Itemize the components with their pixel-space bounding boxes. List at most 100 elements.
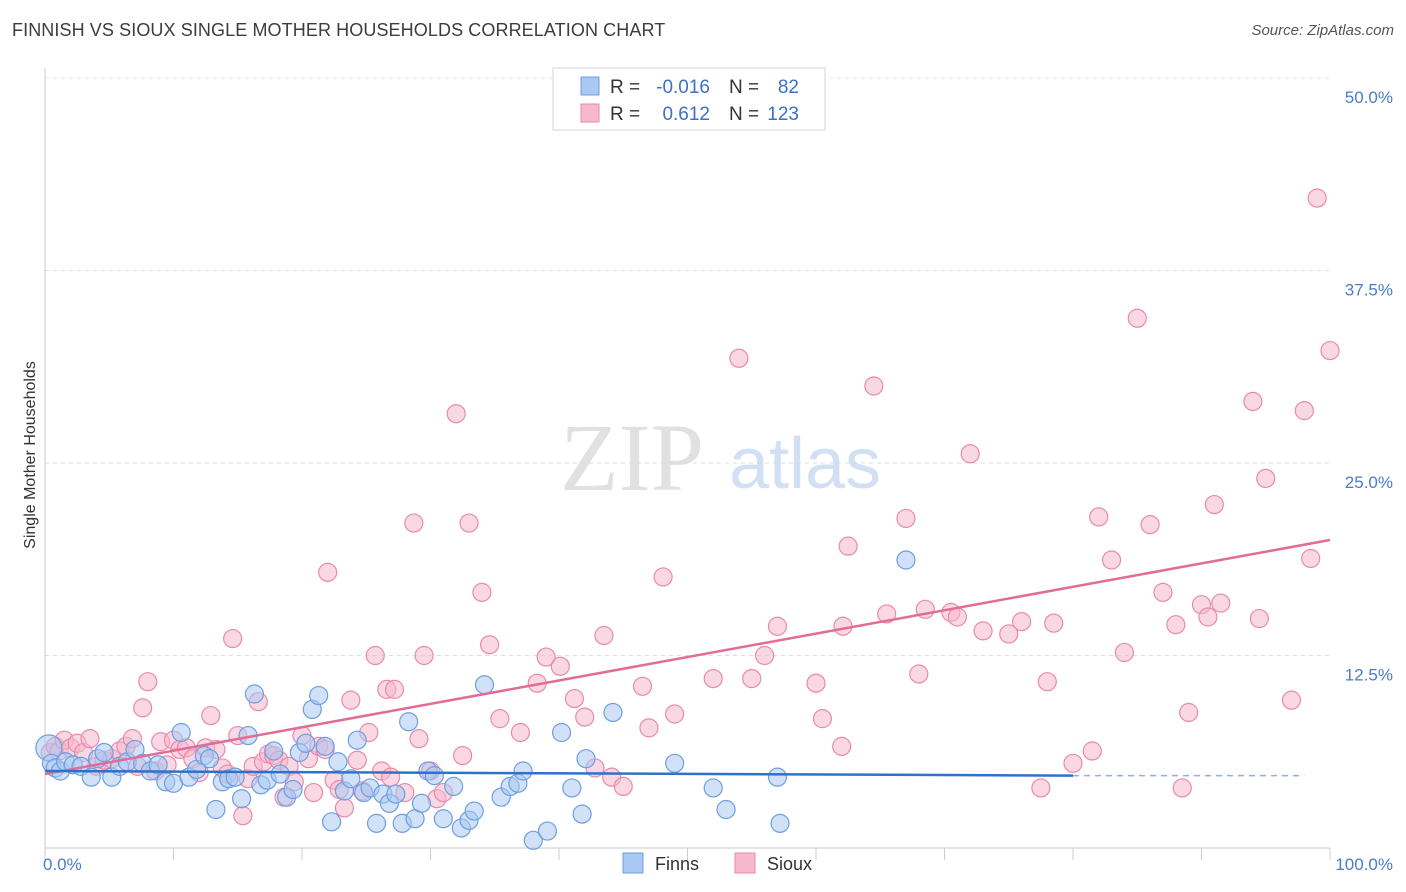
finns-point [433, 809, 453, 829]
sioux-point [381, 767, 401, 787]
finns-point [770, 813, 790, 833]
sioux-point [1249, 608, 1269, 629]
finns-trend-line [44, 769, 1074, 777]
y-tick-labels: 12.5% 25.0% 37.5% 50.0% [1345, 88, 1393, 685]
sioux-point [833, 616, 853, 636]
finns-point [321, 812, 342, 832]
sioux-point [1063, 753, 1083, 773]
sioux-point [1082, 741, 1102, 761]
sioux-point [341, 690, 361, 710]
sioux-point [384, 679, 405, 699]
sioux-point [575, 707, 595, 727]
sioux-point [201, 705, 221, 726]
sioux-trend-line [44, 538, 1331, 776]
sioux-point [409, 729, 429, 749]
sioux-point [318, 562, 338, 582]
trend-lines [44, 538, 1331, 777]
sioux-point [632, 676, 653, 696]
finns-point [576, 749, 596, 769]
y-tick-label: 12.5% [1345, 666, 1393, 685]
finns-point [411, 793, 432, 813]
sioux-point [947, 607, 967, 627]
chart-source: Source: ZipAtlas.com [1251, 22, 1394, 39]
sioux-point [1127, 308, 1147, 328]
sioux-point [404, 513, 424, 533]
sioux-point [877, 604, 897, 624]
sioux-point [472, 582, 492, 602]
x-tick-label: 0.0% [43, 855, 82, 874]
finns-point [309, 685, 329, 706]
sioux-point [1166, 615, 1186, 635]
sioux-point [1114, 642, 1135, 663]
sioux-point [754, 645, 775, 666]
finns-point [171, 722, 191, 743]
legend-finns-swatch [622, 852, 644, 874]
sioux-point [233, 806, 253, 826]
sioux-point [1294, 401, 1314, 421]
legend-sioux-swatch [734, 852, 756, 874]
finns-point [537, 821, 558, 841]
finns-point [444, 776, 464, 797]
watermark: ZIP atlas [560, 404, 881, 511]
series-legend: Finns Sioux [622, 852, 812, 874]
sioux-point [1256, 468, 1276, 488]
sioux-point [639, 718, 659, 738]
sioux-point [223, 628, 243, 649]
y-tick-label: 50.0% [1345, 88, 1393, 107]
finns-point [341, 769, 361, 789]
legend-finns-label: Finns [655, 854, 699, 874]
sioux-point [1011, 612, 1032, 632]
sioux-n-label: N = [729, 104, 759, 125]
axes [44, 68, 1331, 860]
finns-point [81, 767, 101, 787]
sioux-r-value: 0.612 [662, 104, 710, 125]
sioux-point [999, 624, 1019, 644]
sioux-point [1089, 507, 1109, 527]
finns-point [665, 753, 685, 773]
watermark-zip: ZIP [560, 404, 704, 511]
sioux-point [1140, 514, 1160, 535]
y-axis-title: Single Mother Households [22, 361, 39, 549]
sioux-point [1204, 494, 1224, 515]
sioux-point [1320, 340, 1340, 361]
sioux-point [742, 668, 762, 689]
gridlines [45, 77, 1330, 656]
finns-point [199, 749, 220, 769]
finns-swatch [580, 76, 600, 96]
finns-point [424, 766, 444, 786]
sioux-point [1211, 593, 1231, 613]
sioux-point [1044, 613, 1064, 633]
finns-point [562, 778, 582, 798]
sioux-point [973, 621, 993, 641]
sioux-point [138, 672, 158, 692]
finns-point [551, 722, 572, 743]
sioux-point [510, 722, 531, 743]
sioux-point [347, 750, 367, 770]
finns-point [513, 761, 533, 781]
finns-point [148, 755, 168, 775]
finns-point [366, 813, 387, 833]
finns-r-label: R = [610, 77, 640, 98]
sioux-point [1153, 582, 1173, 602]
sioux-point [896, 508, 916, 529]
finns-n-label: N = [729, 77, 759, 98]
sioux-point [909, 664, 929, 684]
finns-point [386, 784, 406, 804]
sioux-r-label: R = [610, 104, 640, 125]
finns-point [264, 741, 284, 761]
sioux-point [767, 616, 788, 636]
sioux-point [550, 656, 570, 676]
finns-point [328, 752, 348, 772]
sioux-point [334, 798, 355, 818]
x-tick-labels: 0.0% 100.0% [43, 855, 1393, 874]
finns-point [603, 702, 623, 723]
sioux-point [365, 645, 385, 666]
sioux-point [832, 736, 852, 756]
finns-point [767, 767, 788, 787]
sioux-point [594, 625, 614, 646]
finns-n-value: 82 [778, 77, 799, 98]
x-tick-label: 100.0% [1335, 855, 1393, 874]
sioux-point [490, 709, 510, 729]
sioux-point [564, 689, 585, 709]
y-tick-label: 37.5% [1345, 281, 1393, 300]
